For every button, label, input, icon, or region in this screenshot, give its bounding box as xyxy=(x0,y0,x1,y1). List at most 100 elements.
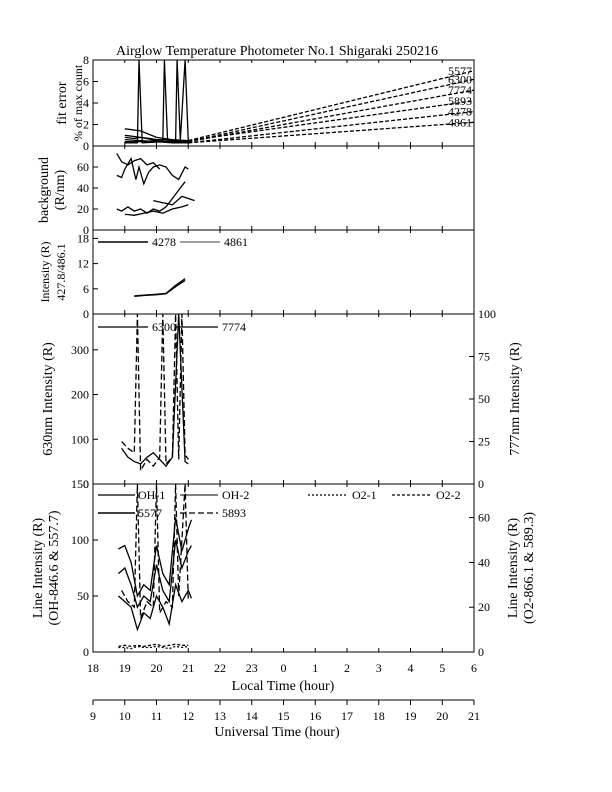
red-ytick-label: 0 xyxy=(83,477,89,491)
background-series-2 xyxy=(116,181,186,214)
local-time-tick: 3 xyxy=(376,661,382,675)
line-ytick-label: 150 xyxy=(71,477,89,491)
red-ytick-right-label: 50 xyxy=(478,392,490,406)
red-ylabel-left: 630nm Intensity (R) xyxy=(41,342,56,456)
universal-time-tick: 18 xyxy=(373,709,385,723)
red-ylabel-right: 777nm Intensity (R) xyxy=(508,342,523,456)
fit-series-4861 xyxy=(124,138,189,144)
local-time-tick: 1 xyxy=(312,661,318,675)
fit-ytick-label: 0 xyxy=(83,139,89,153)
line-legend-O2-1: O2-1 xyxy=(352,488,377,502)
bg-ytick-label: 40 xyxy=(77,181,89,195)
red-ytick-label: 100 xyxy=(71,432,89,446)
fit-ylabel-2: % of max count xyxy=(71,64,85,141)
universal-time-tick: 15 xyxy=(278,709,290,723)
universal-time-tick: 10 xyxy=(119,709,131,723)
line-ytick-right-label: 40 xyxy=(478,555,490,569)
line-series-5893 xyxy=(121,483,189,619)
bg-ytick-label: 0 xyxy=(83,223,89,237)
fit-series-6300 xyxy=(124,59,189,144)
line-ytick-right-label: 20 xyxy=(478,600,490,614)
line-legend-5577: 5577 xyxy=(138,506,162,520)
blue-ytick-label: 0 xyxy=(83,307,89,321)
line-ylabel-right-1: Line Intensity (R) xyxy=(506,518,521,619)
universal-time-tick: 20 xyxy=(436,709,448,723)
local-time-tick: 20 xyxy=(151,661,163,675)
line-ylabel-left-2: (OH-846.6 & 557.7) xyxy=(47,510,62,625)
line-ytick-right-label: 0 xyxy=(478,645,484,659)
local-time-tick: 2 xyxy=(344,661,350,675)
universal-time-tick: 16 xyxy=(309,709,321,723)
bg-ylabel-1: background xyxy=(37,157,52,223)
fit-legend-4861: 4861 xyxy=(448,115,472,129)
line-series-O2-1 xyxy=(118,645,189,650)
fit-extrap-7774 xyxy=(188,89,475,143)
local-time-label: Local Time (hour) xyxy=(232,679,335,694)
blue-ytick-label: 18 xyxy=(77,231,89,245)
fit-legend-5893: 5893 xyxy=(448,94,472,108)
fit-ylabel-1: fit error xyxy=(55,81,70,124)
line-legend-OH-2: OH-2 xyxy=(222,488,249,502)
local-time-tick: 19 xyxy=(119,661,131,675)
universal-time-tick: 21 xyxy=(468,709,480,723)
bg-ylabel-2: (R/nm) xyxy=(53,169,68,210)
line-ytick-label: 0 xyxy=(83,645,89,659)
fit-legend-4278: 4278 xyxy=(448,105,472,119)
blue-ylabel-1: Intensity (R) xyxy=(38,242,52,303)
local-time-tick: 0 xyxy=(281,661,287,675)
background-panel xyxy=(92,145,475,231)
fit-ytick-label: 2 xyxy=(83,118,89,132)
local-time-tick: 4 xyxy=(408,661,414,675)
background-series-4 xyxy=(153,195,195,206)
fit-ytick-label: 6 xyxy=(83,75,89,89)
fit-series-5893 xyxy=(124,128,189,142)
line-ytick-label: 100 xyxy=(71,533,89,547)
local-time-tick: 22 xyxy=(214,661,226,675)
universal-time-label: Universal Time (hour) xyxy=(214,725,340,740)
background-series-1 xyxy=(116,153,161,170)
line-legend-OH-1: OH-1 xyxy=(138,488,165,502)
fit-extrap-5893 xyxy=(188,100,475,142)
line-ylabel-right-2: (O2-866.1 & 589.3) xyxy=(522,512,537,624)
red-ytick-right-label: 25 xyxy=(478,435,490,449)
line-series-5577 xyxy=(117,582,193,632)
universal-time-tick: 19 xyxy=(405,709,417,723)
red-legend-7774: 7774 xyxy=(222,320,246,334)
figure-title: Airglow Temperature Photometer No.1 Shig… xyxy=(116,44,438,59)
universal-time-tick: 12 xyxy=(182,709,194,723)
red-ytick-label: 300 xyxy=(71,343,89,357)
red-ytick-label: 200 xyxy=(71,388,89,402)
blue-ytick-label: 6 xyxy=(83,282,89,296)
fit-error-panel xyxy=(92,59,475,147)
universal-time-tick: 17 xyxy=(341,709,353,723)
universal-time-tick: 9 xyxy=(90,709,96,723)
local-time-tick: 23 xyxy=(246,661,258,675)
local-time-tick: 6 xyxy=(471,661,477,675)
fit-legend-6300: 6300 xyxy=(448,72,472,86)
red-series-6300 xyxy=(121,313,189,473)
red-legend-6300: 6300 xyxy=(152,320,176,334)
fit-legend-5577: 5577 xyxy=(448,64,472,78)
fit-ytick-label: 4 xyxy=(83,96,89,110)
fit-extrap-6300 xyxy=(188,78,475,143)
background-series-0 xyxy=(116,156,189,186)
blue-intensity-panel xyxy=(92,229,475,315)
fit-extrap-5577 xyxy=(188,70,475,142)
blue-series-1 xyxy=(134,278,186,297)
line-ytick-right-label: 60 xyxy=(478,511,490,525)
series-layer xyxy=(116,59,475,650)
line-legend-O2-2: O2-2 xyxy=(436,488,461,502)
local-time-tick: 5 xyxy=(439,661,445,675)
red-ytick-right-label: 75 xyxy=(478,350,490,364)
line-series-O2-2 xyxy=(118,643,189,648)
fit-ytick-label: 8 xyxy=(83,53,89,67)
blue-ylabel-2: 427.8/486.1 xyxy=(54,243,68,300)
fit-series-4278 xyxy=(124,134,189,144)
universal-time-tick: 11 xyxy=(151,709,163,723)
line-legend-5893: 5893 xyxy=(222,506,246,520)
blue-ytick-label: 12 xyxy=(77,257,89,271)
ticks-layer: 0246802040600612180100200300025507510005… xyxy=(71,53,496,723)
red-ytick-right-label: 100 xyxy=(478,307,496,321)
